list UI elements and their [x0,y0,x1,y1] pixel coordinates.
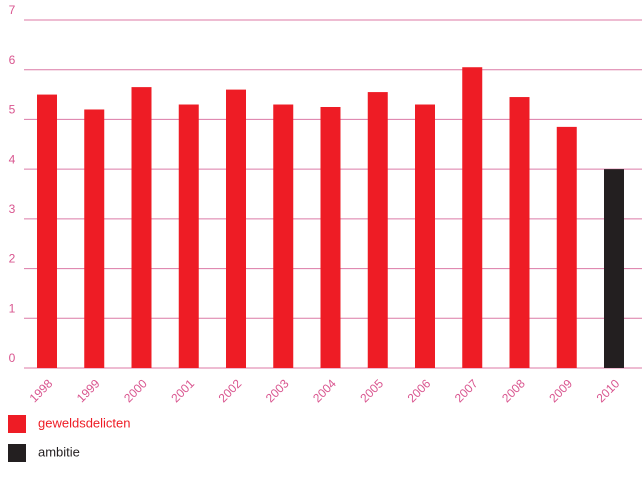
x-tick-label: 2009 [546,376,575,405]
x-tick-label: 2007 [452,376,481,405]
bar [320,107,341,368]
x-tick-label: 2008 [499,376,528,405]
x-tick-label: 2002 [216,376,245,405]
x-tick-label: 2000 [121,376,150,405]
y-tick-label: 3 [9,202,16,216]
x-tick-label: 2010 [594,376,623,405]
bar [367,92,388,368]
bar [462,67,483,368]
x-tick-label: 2006 [405,376,434,405]
y-tick-label: 5 [9,103,16,117]
bar [84,109,105,368]
legend-label: geweldsdelicten [38,415,131,430]
x-tick-label: 1999 [74,376,103,405]
legend-swatch [8,444,26,462]
x-tick-label: 2004 [310,376,339,405]
bar [273,104,294,368]
bar [178,104,199,368]
bar [37,94,57,369]
x-tick-label: 2001 [168,376,197,405]
x-tick-label: 2003 [263,376,292,405]
bar [226,89,246,368]
bar [604,169,624,368]
bar [131,87,152,368]
legend-label: ambitie [38,444,80,459]
y-tick-label: 6 [9,53,16,67]
bar [415,104,435,368]
bar [556,126,577,368]
y-tick-label: 1 [9,301,16,315]
x-tick-label: 2005 [357,376,386,405]
y-tick-label: 2 [9,252,16,266]
y-tick-label: 7 [9,3,16,17]
y-tick-label: 0 [9,351,16,365]
bar [509,97,530,369]
x-tick-label: 1998 [27,376,56,405]
legend-swatch [8,415,26,433]
y-tick-label: 4 [9,152,16,166]
